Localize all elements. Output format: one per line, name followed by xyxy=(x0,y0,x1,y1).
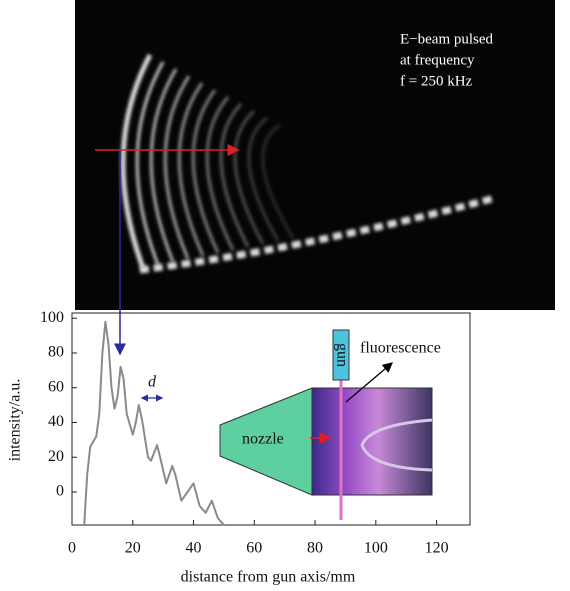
fluorescence-arrow xyxy=(345,362,393,403)
streak xyxy=(261,123,295,239)
caption-line: E−beam pulsed xyxy=(400,31,494,47)
y-tick-label: 20 xyxy=(48,448,64,465)
x-tick-label: 100 xyxy=(364,540,388,557)
gun-box xyxy=(332,329,350,381)
streak xyxy=(247,116,280,242)
streak xyxy=(219,102,250,248)
fluorescence-label: fluorescence xyxy=(360,340,441,357)
x-tick-label: 0 xyxy=(68,540,76,557)
streak xyxy=(135,61,165,266)
x-axis-label: distance from gun axis/mm xyxy=(181,569,356,586)
beam-streak xyxy=(139,194,496,274)
x-tick-label: 80 xyxy=(307,540,323,557)
y-tick-label: 60 xyxy=(48,378,64,395)
gun-label: gun xyxy=(333,343,350,367)
y-tick-label: 40 xyxy=(48,413,64,430)
streak xyxy=(205,96,235,251)
spacing-label: d xyxy=(148,374,157,391)
x-tick-label: 60 xyxy=(246,540,262,557)
y-tick-label: 100 xyxy=(40,309,64,326)
x-tick-label: 120 xyxy=(425,540,449,557)
streak xyxy=(163,75,191,260)
streak xyxy=(120,53,153,269)
y-axis-label: intensity/a.u. xyxy=(7,379,24,462)
caption-line: at frequency xyxy=(400,52,475,68)
streak xyxy=(177,82,205,257)
streak xyxy=(149,68,178,263)
fluorescence-image xyxy=(311,387,433,496)
streak xyxy=(191,89,220,254)
x-tick-label: 20 xyxy=(125,540,141,557)
caption-line: f = 250 kHz xyxy=(400,73,473,89)
plot-frame xyxy=(71,312,471,526)
x-tick-label: 40 xyxy=(186,540,202,557)
y-tick-label: 0 xyxy=(56,483,64,500)
plume xyxy=(360,418,433,472)
nozzle-label: nozzle xyxy=(242,431,284,448)
y-tick-label: 80 xyxy=(48,344,64,361)
intensity-line xyxy=(83,320,225,526)
streak xyxy=(233,109,265,245)
photo-streaks xyxy=(120,53,295,269)
